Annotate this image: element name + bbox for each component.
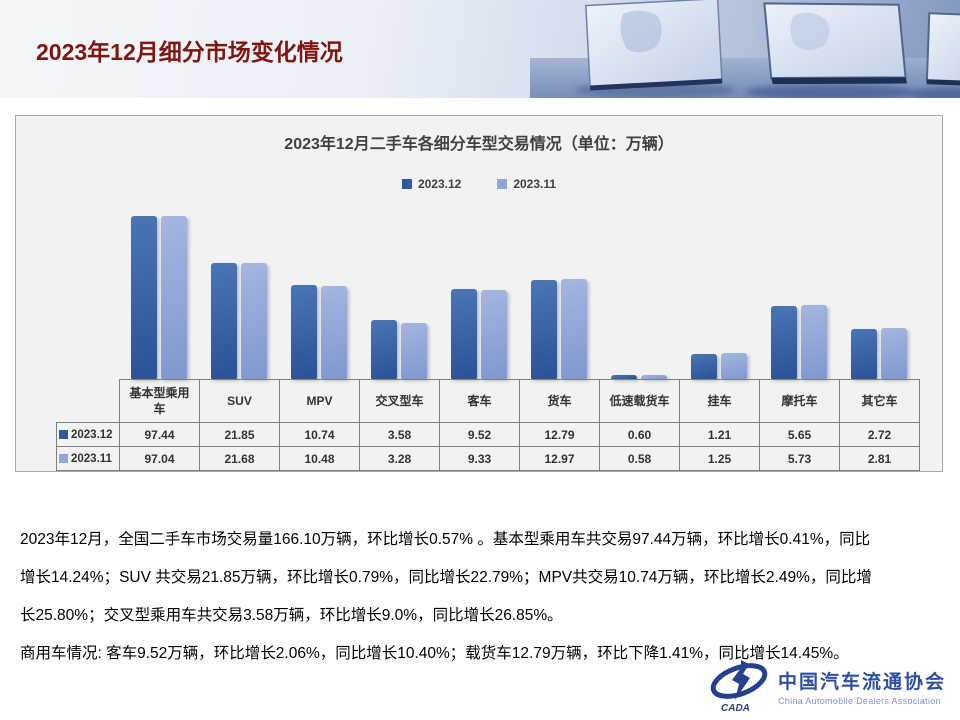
bar-2023.12-其它车 [851,329,877,379]
cada-emblem-icon: CADA [710,660,768,713]
table-cell: 1.25 [679,446,760,471]
table-cell: 5.65 [759,422,840,447]
cada-acronym: CADA [721,703,750,713]
table-corner-cell [57,380,120,423]
summary-text-line: 增长14.24%；SUV 共交易21.85万辆，环比增长0.79%，同比增长22… [20,569,872,586]
table-cell: 2.81 [839,446,920,471]
table-header-cell: MPV [279,379,360,423]
bar-2023.12-MPV [291,285,317,379]
table-row-label: 2023.11 [56,446,120,471]
row-legend-swatch [59,453,68,463]
legend-label: 2023.12 [417,177,462,191]
bar-2023.12-摩托车 [771,306,797,379]
table-row-label: 2023.12 [56,422,120,447]
table-header-cell: 客车 [439,379,520,423]
table-cell: 9.33 [439,446,520,471]
bar-2023.11-基本型乘用车 [161,216,187,379]
bar-2023.11-挂车 [721,353,747,379]
bar-2023.11-摩托车 [801,305,827,379]
summary-text-block: 2023年12月，全国二手车市场交易量166.10万辆，环比增长0.57% 。基… [20,521,950,673]
table-header-cell: 货车 [519,379,600,423]
bar-2023.12-SUV [211,263,237,379]
bar-plot-area [16,116,942,379]
bar-2023.12-基本型乘用车 [131,216,157,379]
table-cell: 12.97 [519,446,600,471]
bar-2023.11-客车 [481,290,507,379]
bar-2023.12-挂车 [691,354,717,379]
table-header-cell: 摩托车 [759,379,840,423]
chart-title: 2023年12月二手车各细分车型交易情况（单位：万辆） [284,136,674,153]
bar-2023.12-交叉型车 [371,320,397,379]
chart-panel: 2023年12月二手车各细分车型交易情况（单位：万辆） 2023.12 2023… [15,115,943,472]
table-header-cell: SUV [199,379,280,423]
bar-2023.11-低速载货车 [641,375,667,379]
bar-2023.11-货车 [561,279,587,379]
legend-swatch-dark-blue [401,179,412,189]
table-cell: 97.44 [119,422,200,447]
summary-text-line: 长25.80%；交叉型乘用车共交易3.58万辆，环比增长9.0%，同比增长26.… [20,607,563,624]
cada-logo: CADA 中国汽车流通协会 China Automobile Dealers A… [708,659,946,713]
table-row: 2023.11 97.04 21.68 10.48 3.28 9.33 12.97 0.58 1… [56,446,920,471]
table-cell: 3.58 [359,422,440,447]
table-cell: 97.04 [119,446,200,471]
table-cell: 1.21 [679,422,760,447]
logo-english-name: China Automobile Dealers Association [777,695,941,706]
logo-chinese-name: 中国汽车流通协会 [777,671,946,693]
table-header-cell: 交叉型车 [359,379,440,423]
table-header-row: 基本型乘用车 SUV MPV 交叉型车 客车 货车 低速载货车 挂车 摩托车 其它车 [57,379,920,423]
summary-text-line: 商用车情况: 客车9.52万辆，环比增长2.06%，同比增长10.40%；载货车… [20,645,849,662]
table-cell: 5.73 [759,446,840,471]
table-header-cell: 基本型乘用车 [119,379,200,423]
table-cell: 9.52 [439,422,520,447]
cubes-decoration-image [530,0,960,98]
row-legend-swatch [59,429,68,439]
table-cell: 0.60 [599,422,680,447]
table-cell: 10.48 [279,446,360,471]
table-header-cell: 其它车 [839,379,920,423]
summary-text-line: 2023年12月，全国二手车市场交易量166.10万辆，环比增长0.57% 。基… [20,531,871,548]
legend-item-2023-11: 2023.11 [497,177,556,191]
table-cell: 2.72 [839,422,920,447]
table-header-cell: 低速载货车 [599,379,680,423]
table-cell: 10.74 [279,422,360,447]
header-band: 2023年12月细分市场变化情况 [0,0,960,98]
page-title: 2023年12月细分市场变化情况 [36,39,343,65]
legend-label: 2023.11 [513,177,557,191]
table-row: 2023.12 97.44 21.85 10.74 3.58 9.52 12.79 0.60 1… [56,422,920,447]
bar-2023.12-客车 [451,289,477,379]
table-cell: 0.58 [599,446,680,471]
table-cell: 3.28 [359,446,440,471]
legend-swatch-light-blue [497,179,508,189]
bar-2023.11-MPV [321,286,347,379]
bar-2023.12-低速载货车 [611,375,637,379]
bar-2023.11-SUV [241,263,267,379]
bar-2023.11-其它车 [881,328,907,379]
bar-2023.12-货车 [531,280,557,379]
table-cell: 12.79 [519,422,600,447]
table-cell: 21.85 [199,422,280,447]
chart-data-table: 基本型乘用车 SUV MPV 交叉型车 客车 货车 低速载货车 挂车 摩托车 其它车 2023.12… [56,379,920,471]
table-header-cell: 挂车 [679,379,760,423]
table-cell: 21.68 [199,446,280,471]
chart-legend: 2023.12 2023.11 [16,177,942,191]
bar-2023.11-交叉型车 [401,323,427,379]
legend-item-2023-12: 2023.12 [401,177,462,191]
